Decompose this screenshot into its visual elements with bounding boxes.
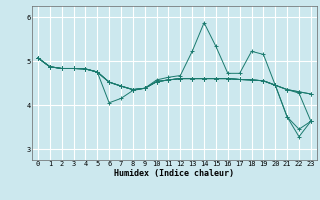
X-axis label: Humidex (Indice chaleur): Humidex (Indice chaleur) [115,169,234,178]
